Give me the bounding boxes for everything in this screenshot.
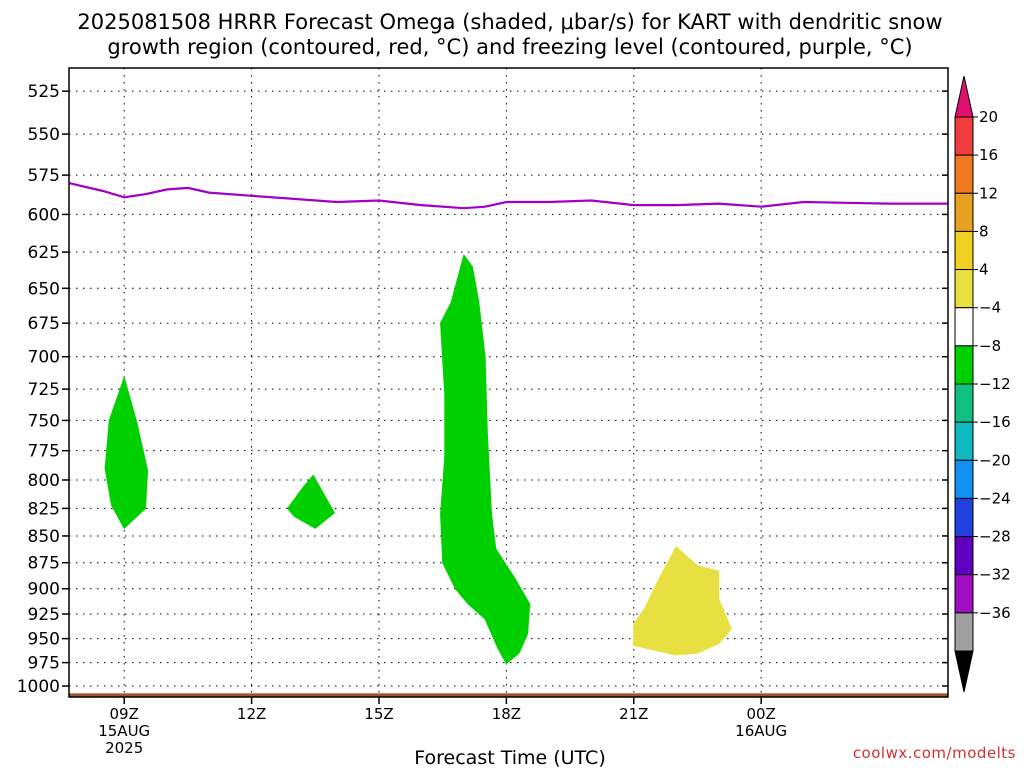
- y-tick-label-525: 525: [28, 82, 60, 102]
- y-tick-label-550: 550: [28, 125, 60, 145]
- y-tick-label-925: 925: [28, 605, 60, 625]
- colorbar-band-10: [954, 497, 974, 538]
- omega-region-4: [633, 546, 732, 656]
- omega-region-3: [440, 253, 531, 665]
- colorbar-band-7: [954, 383, 974, 423]
- y-tick-label-775: 775: [28, 442, 60, 462]
- colorbar-band-3: [954, 230, 974, 271]
- ground-strip: [69, 693, 948, 697]
- y-tick-label-800: 800: [28, 471, 60, 491]
- colorbar-label-13: −36: [979, 604, 1011, 622]
- y-tick-label-825: 825: [28, 499, 60, 519]
- x-tick-label-12Z-0: 12Z: [237, 705, 266, 723]
- freezing-level-line: [68, 182, 948, 210]
- colorbar-label-0: 20: [979, 108, 998, 126]
- colorbar-band-12: [954, 574, 974, 614]
- y-tick-label-725: 725: [28, 380, 60, 400]
- colorbar-band-2: [954, 192, 974, 232]
- y-tick-label-700: 700: [28, 348, 60, 368]
- colorbar-label-6: −8: [979, 337, 1001, 355]
- colorbar-label-3: 8: [979, 222, 989, 240]
- x-axis-label: Forecast Time (UTC): [414, 747, 605, 768]
- y-tick-label-625: 625: [28, 243, 60, 263]
- x-tick-label-15Z-0: 15Z: [364, 705, 393, 723]
- x-tick-label-21Z-0: 21Z: [619, 705, 648, 723]
- y-tick-label-975: 975: [28, 654, 60, 674]
- x-tick-label-00Z-1: 16AUG: [735, 722, 787, 740]
- colorbar-label-7: −12: [979, 375, 1011, 393]
- colorbar-band-4: [954, 269, 974, 309]
- omega-region-1: [104, 375, 149, 530]
- y-tick-label-850: 850: [28, 527, 60, 547]
- colorbar-label-5: −4: [979, 299, 1001, 317]
- chart-title-line-1: 2025081508 HRRR Forecast Omega (shaded, …: [77, 10, 942, 34]
- y-tick-label-650: 650: [28, 279, 60, 299]
- colorbar-label-1: 16: [979, 146, 998, 164]
- ground-surface: [69, 693, 948, 697]
- y-tick-label-750: 750: [28, 411, 60, 431]
- plot-frame: [68, 67, 949, 698]
- colorbar-label-2: 12: [979, 184, 998, 202]
- y-tick-label-675: 675: [28, 314, 60, 334]
- colorbar: 20 16 12 8 4 −4 −8 −12 −16 −20 −24 −28 −32 −36: [954, 75, 1011, 693]
- chart-title-line-2: growth region (contoured, red, °C) and f…: [107, 35, 912, 59]
- colorbar-band-11: [954, 536, 974, 576]
- colorbar-label-8: −16: [979, 413, 1011, 431]
- colorbar-label-11: −28: [979, 528, 1011, 546]
- colorbar-band-5: [954, 307, 974, 347]
- colorbar-label-9: −20: [979, 451, 1011, 469]
- colorbar-label-12: −32: [979, 566, 1011, 584]
- credit-text: coolwx.com/modelts: [853, 744, 1016, 762]
- x-tick-label-00Z-0: 00Z: [746, 705, 775, 723]
- y-tick-label-600: 600: [28, 205, 60, 225]
- x-tick-label-09Z-1: 15AUG: [98, 722, 150, 740]
- omega-shaded-regions: [104, 253, 732, 665]
- y-tick-label-900: 900: [28, 580, 60, 600]
- colorbar-top-arrow: [954, 75, 974, 118]
- x-tick-label-18Z-0: 18Z: [492, 705, 521, 723]
- colorbar-band-0: [954, 116, 974, 156]
- x-tick-label-09Z-2: 2025: [105, 739, 143, 757]
- omega-region-2: [287, 474, 336, 529]
- y-tick-label-950: 950: [28, 630, 60, 650]
- colorbar-bottom-arrow: [954, 650, 974, 693]
- y-tick-label-575: 575: [28, 166, 60, 186]
- y-tick-label-1000: 1000: [17, 677, 60, 697]
- y-tick-label-875: 875: [28, 554, 60, 574]
- freezing-level-contour: [68, 182, 948, 210]
- colorbar-band-6: [954, 345, 974, 385]
- colorbar-band-9: [954, 459, 974, 499]
- colorbar-band-13: [954, 612, 974, 652]
- colorbar-band-8: [954, 421, 974, 461]
- colorbar-label-10: −24: [979, 489, 1011, 507]
- colorbar-band-1: [954, 154, 974, 194]
- y-axis-ticks: 525 550 575 600 625 650 675 700 725 750 775 800 825 8…: [17, 82, 948, 697]
- x-tick-label-09Z-0: 09Z: [110, 705, 139, 723]
- colorbar-label-4: 4: [979, 261, 989, 279]
